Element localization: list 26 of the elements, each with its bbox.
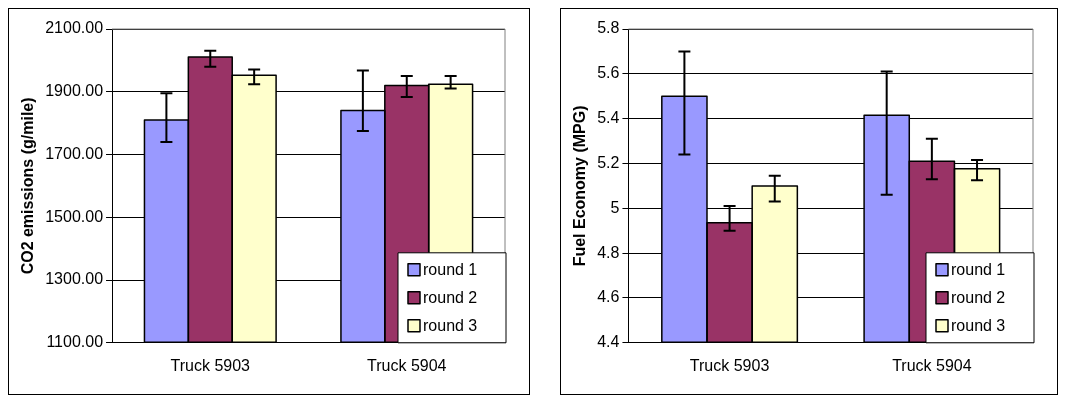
y-tick-label: 5.4: [597, 109, 620, 127]
y-tick-label: 4.4: [597, 333, 620, 351]
y-tick-label: 5.2: [597, 153, 620, 171]
y-tick-label: 5.6: [597, 64, 620, 82]
y-tick-label: 4.8: [597, 243, 620, 261]
y-tick-label: 1100.00: [46, 333, 104, 351]
legend-label: round 3: [423, 317, 478, 335]
legend-label: round 1: [951, 261, 1006, 279]
y-tick-label: 1700.00: [45, 144, 104, 162]
y-tick-label: 1300.00: [45, 270, 104, 288]
legend-label: round 1: [423, 261, 478, 279]
y-tick-label: 1500.00: [45, 207, 104, 225]
y-axis-title: CO2 emissions (g/mile): [19, 97, 37, 275]
y-tick-label: 5: [610, 198, 620, 216]
legend-label: round 2: [951, 289, 1006, 307]
y-tick-label: 4.6: [597, 288, 620, 306]
y-axis-title: Fuel Economy (MPG): [571, 105, 589, 267]
x-tick-label: Truck 5903: [689, 356, 770, 374]
legend-label: round 3: [951, 317, 1006, 335]
legend-label: round 2: [423, 289, 478, 307]
x-tick-label: Truck 5904: [367, 356, 447, 374]
y-tick-label: 2100.00: [45, 19, 104, 37]
y-tick-label: 1900.00: [45, 82, 104, 100]
x-tick-label: Truck 5904: [892, 356, 972, 374]
x-tick-label: Truck 5903: [170, 356, 251, 374]
y-tick-label: 5.8: [597, 19, 620, 37]
